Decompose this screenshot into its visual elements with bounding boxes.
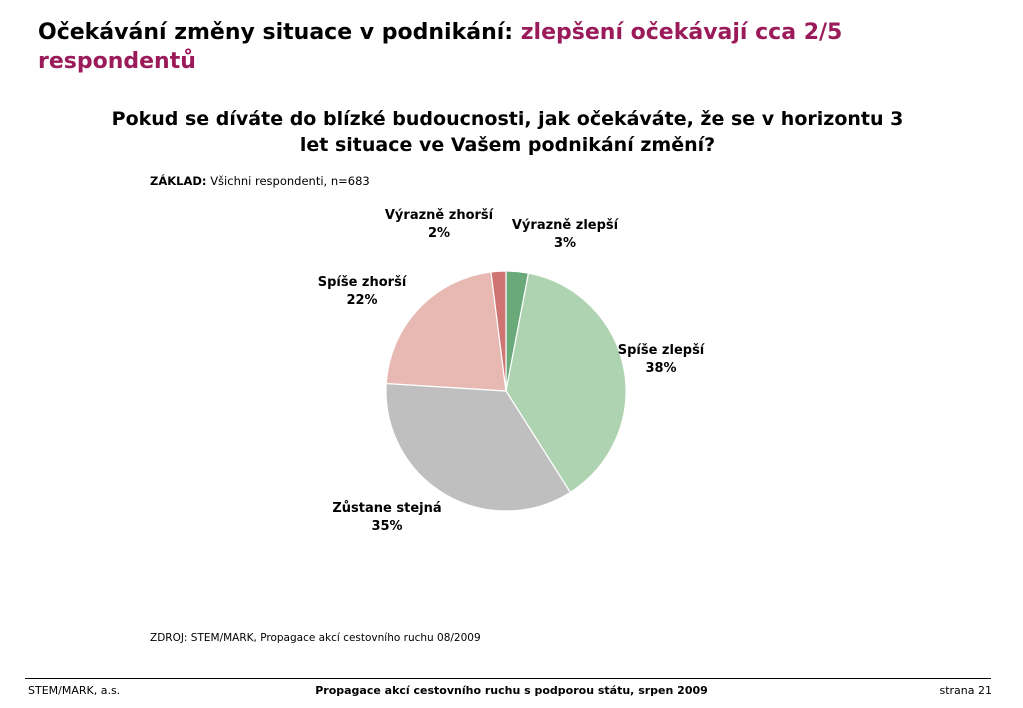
slice-label: Spíše zlepší 38% bbox=[618, 343, 706, 376]
base-label: ZÁKLAD: bbox=[150, 174, 207, 188]
pie-slice bbox=[490, 270, 507, 392]
slice-label: Výrazně zlepší 3% bbox=[512, 218, 620, 251]
slice-label: Výrazně zhorší 2% bbox=[385, 208, 495, 241]
footer-report-title: Propagace akcí cestovního ruchu s podpor… bbox=[315, 684, 708, 697]
pie-labels: Výrazně zlepší 3% Spíše zlepší 38% Zůstane s… bbox=[318, 208, 706, 534]
footer-page-number: strana 21 bbox=[939, 684, 992, 697]
pie-slices bbox=[385, 270, 627, 512]
page-title-main: Očekávání změny situace v podnikání: bbox=[38, 20, 514, 45]
footer-divider bbox=[25, 678, 991, 679]
pie-slice bbox=[385, 382, 572, 512]
base-note: ZÁKLAD: Všichni respondenti, n=683 bbox=[150, 174, 370, 188]
base-text: Všichni respondenti, n=683 bbox=[210, 174, 370, 188]
pie-slice bbox=[385, 271, 507, 392]
page-title-highlight: zlepšení očekávají cca 2/5 respondentů bbox=[38, 20, 843, 74]
slice-label: Zůstane stejná 35% bbox=[332, 501, 441, 534]
survey-question: Pokud se díváte do blízké budoucnosti, j… bbox=[111, 108, 904, 156]
footer-company: STEM/MARK, a.s. bbox=[28, 684, 121, 697]
slice-label: Spíše zhorší 22% bbox=[318, 275, 408, 308]
page-title: Očekávání změny situace v podnikání: zle… bbox=[38, 18, 938, 76]
source-note: ZDROJ: STEM/MARK, Propagace akcí cestovn… bbox=[150, 632, 481, 644]
